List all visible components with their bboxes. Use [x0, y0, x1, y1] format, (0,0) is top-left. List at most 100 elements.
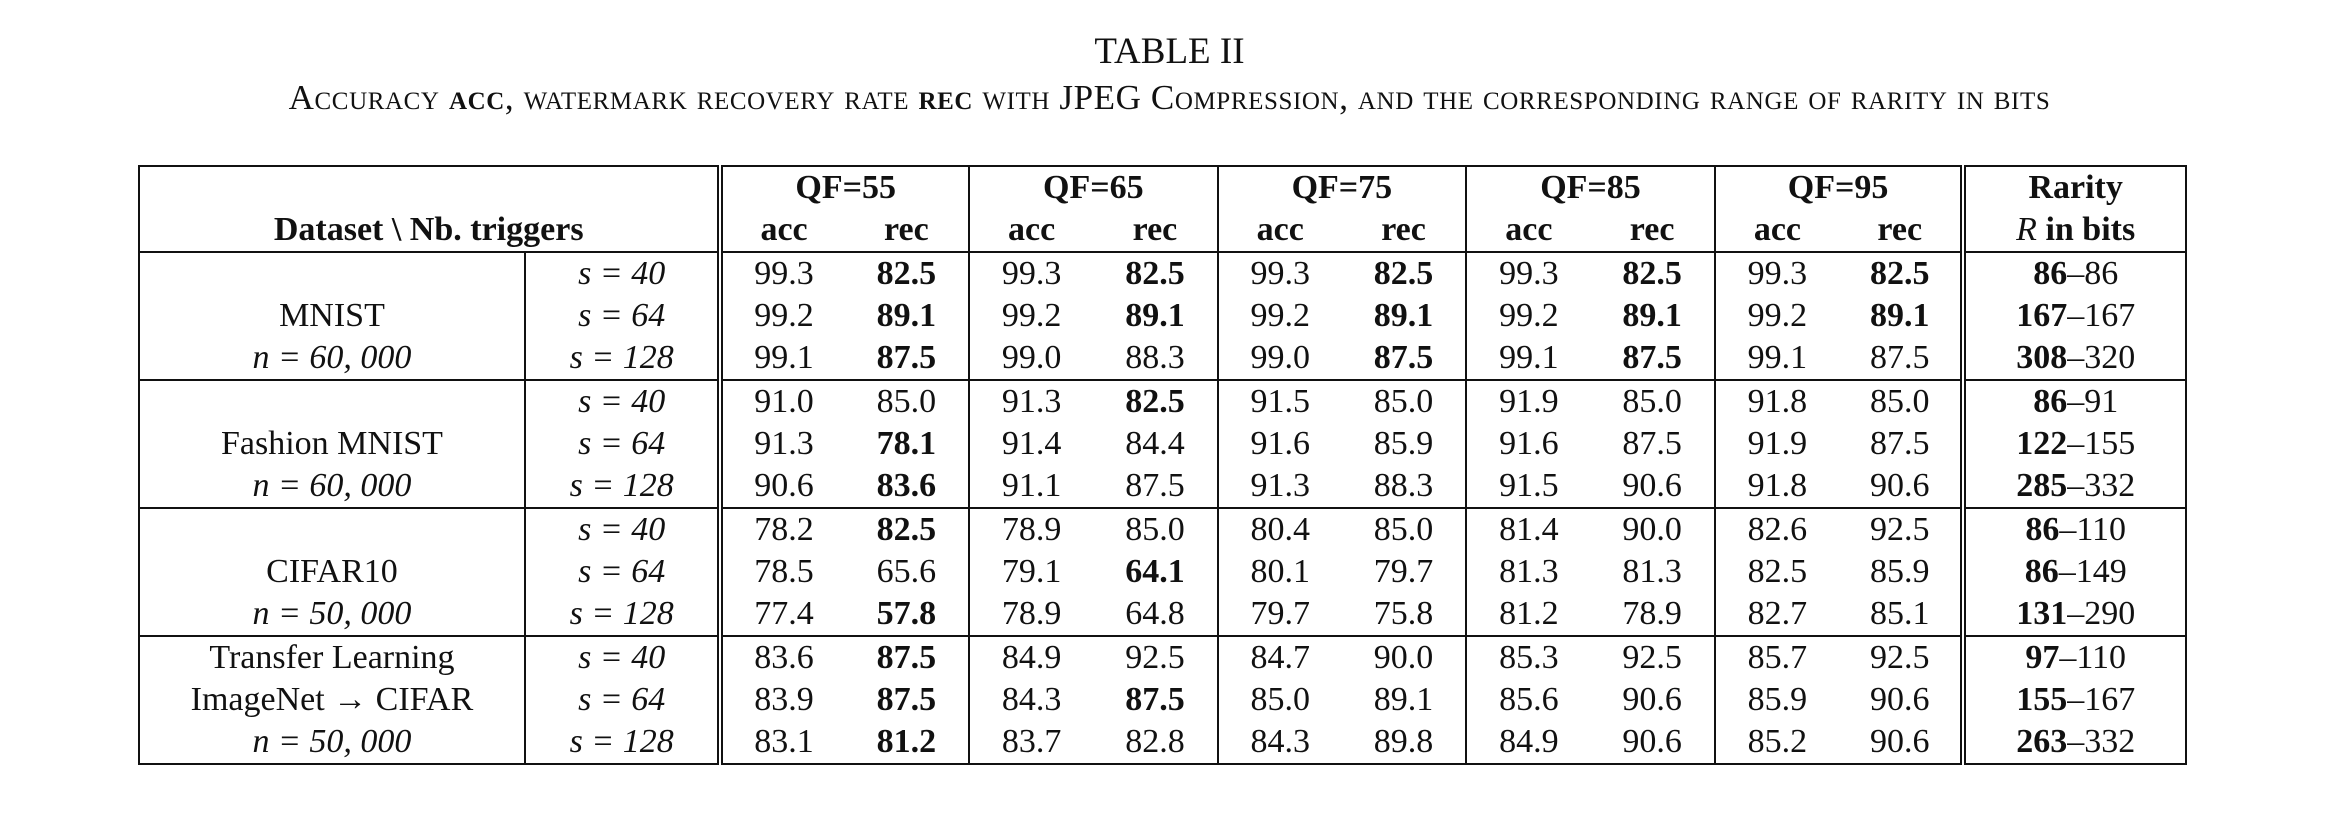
acc-cell: 99.1	[1465, 337, 1591, 380]
table-row: n = 50, 000 s = 128 77.4 57.8 78.9 64.8 79.7 75…	[139, 593, 2186, 636]
qf-header: QF=55	[717, 166, 969, 209]
rec-cell: 64.1	[1125, 553, 1185, 590]
caption-metric-term: rec	[918, 78, 974, 117]
rec-cell: 82.5	[844, 507, 969, 551]
acc-cell: 85.6	[1465, 679, 1591, 721]
acc-subheader: acc	[717, 209, 845, 252]
acc-cell: 85.2	[1713, 721, 1840, 764]
rec-cell: 85.0	[1341, 507, 1467, 551]
acc-cell: 83.1	[717, 721, 845, 764]
range-dash: –	[2067, 255, 2085, 292]
rec-cell: 82.5	[1373, 255, 1434, 292]
acc-cell: 99.1	[1713, 337, 1840, 380]
acc-cell: 84.3	[1216, 721, 1342, 764]
acc-cell: 81.2	[1465, 593, 1591, 636]
rarity-cell: 122–155	[1960, 423, 2186, 465]
rarity-cell: 155–167	[1960, 679, 2186, 721]
rec-cell: 85.0	[1590, 379, 1715, 423]
trigger-count: s = 40	[523, 635, 721, 679]
rec-cell: 92.5	[1093, 635, 1218, 679]
rec-subheader: rec	[884, 211, 929, 248]
trigger-count: s = 40	[523, 379, 721, 423]
table-row: Transfer Learning s = 40 83.6 87.5 84.9 92.5 8…	[139, 635, 2186, 679]
caption-segment: , watermark recovery rate	[504, 78, 919, 117]
acc-cell: 81.3	[1465, 551, 1591, 593]
range-dash: –	[2067, 681, 2085, 718]
range-dash: –	[2067, 723, 2085, 760]
rec-subheader: rec	[1132, 211, 1178, 248]
header-row-2: Dataset \ Nb. triggers acc rec acc rec a…	[139, 209, 2186, 252]
rec-cell: 82.8	[1125, 723, 1185, 760]
rarity-high: 167	[2084, 297, 2136, 334]
rec-cell: 85.0	[1341, 379, 1467, 423]
qf-header: QF=95	[1713, 166, 1964, 209]
acc-cell: 85.7	[1713, 635, 1840, 679]
dataset-label: ImageNet → CIFAR	[190, 681, 474, 718]
rarity-low: 86	[2033, 255, 2068, 292]
rec-cell: 81.3	[1622, 553, 1682, 590]
rarity-high: 167	[2084, 681, 2136, 718]
rec-cell: 83.6	[876, 467, 937, 504]
rarity-cell: 285–332	[1960, 465, 2186, 508]
rec-cell: 90.6	[1869, 681, 1930, 718]
acc-cell: 78.9	[967, 593, 1094, 636]
acc-cell: 78.2	[717, 507, 845, 551]
rec-cell: 57.8	[876, 595, 937, 632]
trigger-count: s = 128	[523, 465, 721, 508]
rec-cell: 82.5	[1622, 255, 1682, 292]
dataset-label: n = 50, 000	[252, 595, 412, 632]
trigger-count: s = 40	[523, 507, 721, 551]
rec-cell: 90.0	[1590, 507, 1715, 551]
qf-header: QF=75	[1216, 166, 1467, 209]
acc-cell: 91.8	[1713, 465, 1840, 508]
dataset-label: CIFAR10	[266, 553, 398, 590]
rec-subheader: rec	[1877, 211, 1923, 248]
dataset-label	[139, 379, 525, 423]
rec-cell: 88.3	[1373, 467, 1434, 504]
rarity-cell: 86–149	[1960, 551, 2186, 593]
rec-cell: 81.2	[876, 723, 937, 760]
range-dash: –	[2067, 339, 2085, 376]
table-row: n = 60, 000 s = 128 99.1 87.5 99.0 88.3 99.0 87…	[139, 337, 2186, 380]
table-caption: Accuracy acc, watermark recovery rate re…	[0, 76, 2339, 120]
results-body: s = 40 99.3 82.5 99.3 82.5 99.3 82.5 99.3 82.5 99…	[139, 252, 2186, 764]
rarity-unit-header: R in bits	[1960, 209, 2186, 252]
table-row: s = 40 91.0 85.0 91.3 82.5 91.5 85.0 91.9 85.0 91…	[139, 379, 2186, 423]
results-table: QF=55 QF=65 QF=75 QF=85 QF=95 Rarity Dat…	[138, 165, 2187, 765]
table-row: CIFAR10 s = 64 78.5 65.6 79.1 64.1 80.1 79.7 81.…	[139, 551, 2186, 593]
rec-cell: 85.9	[1869, 553, 1930, 590]
table-row: MNIST s = 64 99.2 89.1 99.2 89.1 99.2 89.1 99.2 8…	[139, 295, 2186, 337]
acc-subheader: acc	[1465, 209, 1591, 252]
rec-cell: 85.0	[1093, 507, 1218, 551]
rarity-low: 263	[2016, 723, 2068, 760]
rarity-high: 149	[2075, 553, 2127, 590]
acc-cell: 85.0	[1216, 679, 1342, 721]
rec-cell: 87.5	[1125, 681, 1185, 718]
table-row: n = 60, 000 s = 128 90.6 83.6 91.1 87.5 91.3 88…	[139, 465, 2186, 508]
acc-cell: 91.3	[1216, 465, 1342, 508]
acc-cell: 91.6	[1216, 423, 1342, 465]
rec-cell: 89.1	[1869, 297, 1930, 334]
acc-cell: 82.6	[1713, 507, 1840, 551]
acc-cell: 84.9	[1465, 721, 1591, 764]
rec-cell: 85.0	[844, 379, 969, 423]
acc-cell: 80.4	[1216, 507, 1342, 551]
acc-cell: 91.5	[1465, 465, 1591, 508]
rec-cell: 90.6	[1622, 467, 1682, 504]
range-dash: –	[2058, 553, 2076, 590]
acc-cell: 84.7	[1216, 635, 1342, 679]
rarity-high: 290	[2084, 595, 2136, 632]
dataset-column-header: Dataset \ Nb. triggers	[273, 211, 584, 248]
rec-cell: 64.8	[1125, 595, 1185, 632]
rec-cell: 90.6	[1869, 723, 1930, 760]
rec-subheader: rec	[1381, 211, 1426, 248]
rarity-unit: in bits	[2036, 211, 2136, 248]
acc-cell: 82.5	[1713, 551, 1840, 593]
rec-cell: 87.5	[1373, 339, 1434, 376]
dataset-label: n = 60, 000	[252, 339, 412, 376]
rec-cell: 92.5	[1839, 635, 1964, 679]
rarity-cell: 97–110	[1960, 635, 2186, 679]
trigger-count: s = 128	[523, 337, 721, 380]
rarity-high: 86	[2084, 255, 2119, 292]
acc-cell: 91.8	[1713, 379, 1840, 423]
